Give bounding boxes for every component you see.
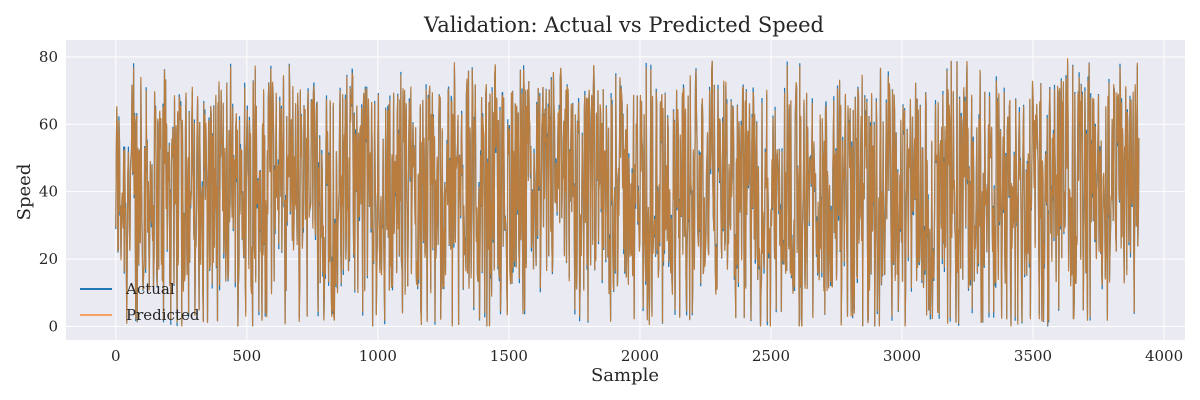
x-tick-label: 0 <box>111 347 121 365</box>
y-tick-label: 20 <box>39 250 58 268</box>
legend: Actual Predicted <box>80 280 200 324</box>
x-tick-label: 4000 <box>1145 347 1183 365</box>
series-line-predicted <box>115 58 1140 327</box>
x-tick-label: 3000 <box>883 347 921 365</box>
y-tick-label: 40 <box>39 183 58 201</box>
legend-label-predicted: Predicted <box>126 306 200 324</box>
x-tick-label: 3500 <box>1014 347 1052 365</box>
x-tick-label: 1000 <box>359 347 397 365</box>
x-axis-ticks: 0 500 1000 1500 2000 2500 3000 3500 4000 <box>111 347 1183 365</box>
x-tick-label: 2500 <box>752 347 790 365</box>
y-tick-label: 60 <box>39 115 58 133</box>
x-tick-label: 2000 <box>621 347 659 365</box>
x-axis-label: Sample <box>591 365 659 386</box>
y-tick-label: 0 <box>48 318 58 336</box>
series-layer <box>115 58 1140 327</box>
y-tick-label: 80 <box>39 48 58 66</box>
x-tick-label: 1500 <box>490 347 528 365</box>
x-tick-label: 500 <box>233 347 262 365</box>
chart-title: Validation: Actual vs Predicted Speed <box>423 13 824 37</box>
y-axis-ticks: 0 20 40 60 80 <box>39 48 58 336</box>
legend-label-actual: Actual <box>125 280 175 298</box>
y-axis-label: Speed <box>14 164 35 221</box>
